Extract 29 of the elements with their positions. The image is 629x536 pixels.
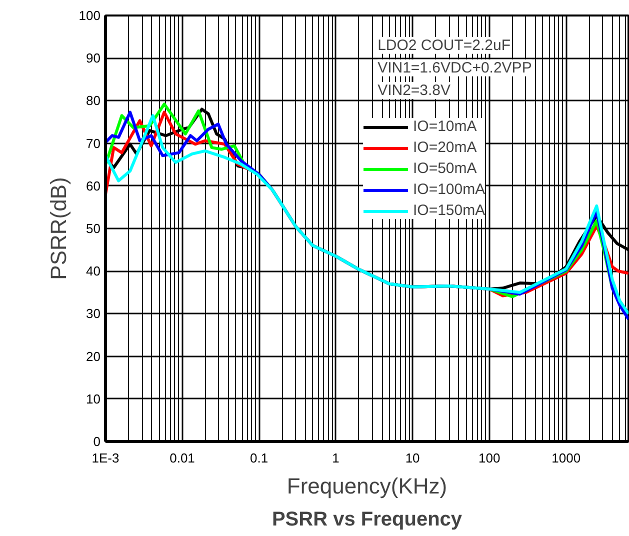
x-tick-label: 0.1	[250, 450, 268, 466]
legend-label: IO=100mA	[413, 181, 486, 198]
y-tick-label: 100	[78, 8, 101, 23]
y-tick-label: 60	[86, 178, 101, 194]
x-axis-title: Frequency(KHz)	[286, 474, 448, 498]
y-tick-label: 20	[86, 348, 101, 364]
annotation: LDO2 COUT=2.2uF	[378, 36, 511, 54]
x-tick-label: 1000	[552, 450, 581, 466]
legend-label: IO=20mA	[413, 139, 477, 156]
x-tick-label: 1E-3	[92, 450, 120, 466]
x-tick-label: 100	[478, 450, 500, 466]
legend-label: IO=50mA	[413, 160, 477, 177]
x-tick-label: 0.01	[170, 450, 195, 466]
legend-label: IO=10mA	[413, 118, 477, 135]
annotation: VIN2=3.8V	[378, 82, 451, 99]
y-tick-label: 10	[86, 391, 101, 406]
y-tick-label: 30	[86, 306, 101, 322]
y-tick-label: 80	[86, 93, 101, 108]
legend-label: IO=150mA	[413, 202, 486, 219]
y-tick-label: 40	[86, 264, 101, 279]
x-tick-label: 1	[332, 450, 340, 466]
annotation: VIN1=1.6VDC+0.2VPP	[378, 59, 532, 76]
y-axis-title: PSRR(dB)	[46, 177, 71, 280]
y-tick-label: 90	[86, 50, 101, 66]
y-tick-label: 0	[93, 434, 101, 449]
text: PSRR vs Frequency	[272, 508, 463, 530]
y-tick-label: 70	[86, 136, 101, 151]
y-tick-label: 50	[86, 221, 101, 236]
x-tick-label: 10	[405, 450, 420, 466]
